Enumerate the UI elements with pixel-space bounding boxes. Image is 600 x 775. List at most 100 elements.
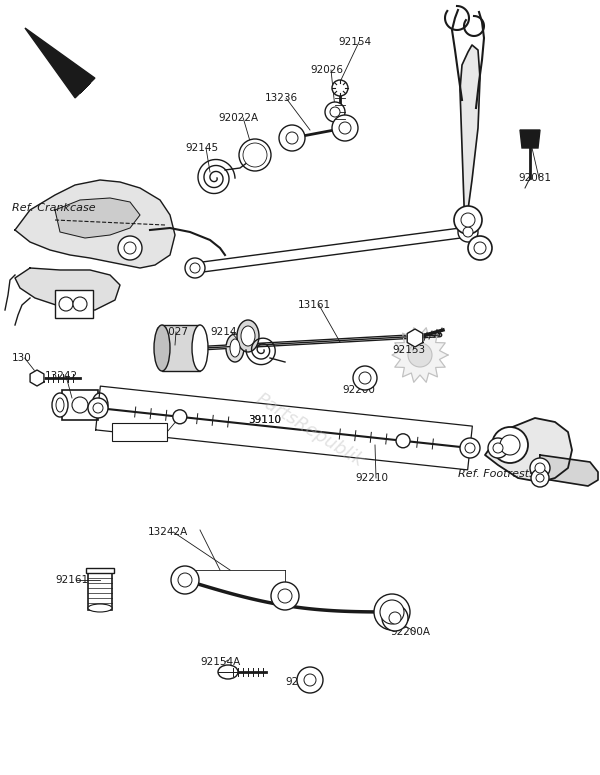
- Circle shape: [530, 458, 550, 478]
- Circle shape: [493, 443, 503, 453]
- Circle shape: [332, 80, 348, 96]
- Text: Ref. Footrests: Ref. Footrests: [458, 469, 535, 479]
- Circle shape: [59, 297, 73, 311]
- Polygon shape: [485, 418, 572, 482]
- Ellipse shape: [237, 320, 259, 352]
- Circle shape: [468, 236, 492, 260]
- Polygon shape: [15, 268, 120, 310]
- Ellipse shape: [218, 665, 238, 679]
- Circle shape: [279, 125, 305, 151]
- Ellipse shape: [92, 393, 108, 417]
- Text: 39110: 39110: [248, 415, 281, 425]
- Text: 92200: 92200: [342, 385, 375, 395]
- Ellipse shape: [88, 604, 112, 612]
- Circle shape: [124, 242, 136, 254]
- Circle shape: [465, 443, 475, 453]
- Circle shape: [488, 438, 508, 458]
- Text: 92145: 92145: [185, 143, 218, 153]
- Polygon shape: [194, 227, 469, 273]
- Text: 39110: 39110: [248, 415, 281, 425]
- Circle shape: [380, 600, 404, 624]
- Circle shape: [190, 263, 200, 273]
- Bar: [88, 570, 112, 610]
- Text: 130: 130: [12, 353, 32, 363]
- Polygon shape: [15, 180, 175, 268]
- Text: Ref. Crankcase: Ref. Crankcase: [12, 203, 95, 213]
- Polygon shape: [95, 386, 472, 470]
- Circle shape: [325, 102, 345, 122]
- Circle shape: [374, 594, 410, 630]
- Circle shape: [359, 372, 371, 384]
- Text: 92022: 92022: [285, 677, 318, 687]
- Circle shape: [297, 667, 323, 693]
- Circle shape: [454, 206, 482, 234]
- Polygon shape: [392, 328, 448, 382]
- Text: 92210A: 92210A: [115, 427, 152, 437]
- Polygon shape: [460, 45, 480, 232]
- Circle shape: [178, 573, 192, 587]
- Text: 92026: 92026: [310, 65, 343, 75]
- Bar: [162, 325, 200, 371]
- Text: 92144: 92144: [210, 327, 243, 337]
- Circle shape: [118, 236, 142, 260]
- Circle shape: [460, 438, 480, 458]
- Polygon shape: [30, 370, 44, 386]
- Text: 13242A: 13242A: [148, 527, 188, 537]
- Circle shape: [243, 143, 267, 167]
- Circle shape: [535, 463, 545, 473]
- Circle shape: [463, 227, 473, 237]
- Circle shape: [286, 132, 298, 144]
- Circle shape: [185, 258, 205, 278]
- Text: 92081: 92081: [518, 173, 551, 183]
- Ellipse shape: [192, 325, 208, 371]
- Text: 92153: 92153: [392, 345, 425, 355]
- Circle shape: [304, 674, 316, 686]
- Bar: [62, 390, 98, 420]
- Text: 92027: 92027: [155, 327, 188, 337]
- Text: 92154A: 92154A: [200, 657, 240, 667]
- Ellipse shape: [226, 334, 244, 362]
- Circle shape: [500, 435, 520, 455]
- Circle shape: [93, 403, 103, 413]
- Ellipse shape: [154, 325, 170, 371]
- Text: 92161: 92161: [55, 575, 88, 585]
- Circle shape: [330, 107, 340, 117]
- Circle shape: [271, 582, 299, 610]
- Polygon shape: [538, 455, 598, 486]
- Text: 13242: 13242: [45, 371, 78, 381]
- Ellipse shape: [241, 326, 255, 346]
- Circle shape: [531, 469, 549, 487]
- Polygon shape: [55, 198, 140, 238]
- Circle shape: [171, 566, 199, 594]
- Circle shape: [339, 122, 351, 134]
- Text: 92200A: 92200A: [390, 627, 430, 637]
- Text: PartsRepublik: PartsRepublik: [253, 390, 367, 470]
- Circle shape: [332, 115, 358, 141]
- Circle shape: [88, 398, 108, 418]
- Circle shape: [73, 297, 87, 311]
- Circle shape: [396, 434, 410, 448]
- Circle shape: [383, 603, 401, 621]
- Circle shape: [461, 213, 475, 227]
- Circle shape: [458, 222, 478, 242]
- Circle shape: [382, 605, 408, 631]
- Ellipse shape: [52, 393, 68, 417]
- Circle shape: [536, 474, 544, 482]
- Bar: [112, 423, 167, 441]
- Polygon shape: [25, 28, 95, 98]
- Polygon shape: [407, 329, 423, 347]
- Text: 92210: 92210: [355, 473, 388, 483]
- Circle shape: [239, 139, 271, 171]
- Circle shape: [247, 147, 263, 163]
- Circle shape: [408, 343, 432, 367]
- Text: 92154: 92154: [338, 37, 371, 47]
- Ellipse shape: [230, 339, 240, 357]
- Circle shape: [389, 612, 401, 624]
- Circle shape: [278, 589, 292, 603]
- Ellipse shape: [56, 398, 64, 412]
- Circle shape: [173, 410, 187, 424]
- Text: 13236: 13236: [265, 93, 298, 103]
- Text: 92022A: 92022A: [218, 113, 258, 123]
- Bar: [55, 290, 93, 318]
- Text: 13161: 13161: [298, 300, 331, 310]
